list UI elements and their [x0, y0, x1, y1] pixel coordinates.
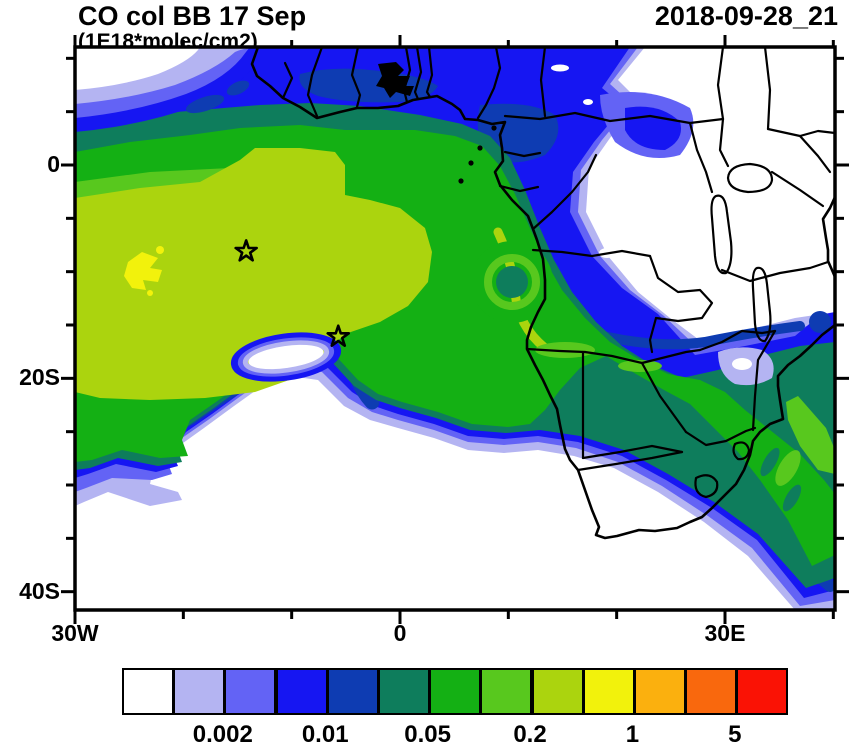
colorbar-cell: [634, 668, 686, 715]
island-dots: [458, 125, 497, 184]
y-axis-label: 20S: [19, 364, 60, 391]
colorbar-cell: [685, 668, 738, 715]
white-fleck: [583, 99, 593, 105]
colorbar-tick-label: 0.01: [301, 721, 349, 748]
axis-ticks: [61, 35, 849, 624]
colorbar-cell: [224, 668, 277, 715]
colorbar-tick-label: 0.05: [404, 721, 451, 748]
colorbar-tick-label: 0.2: [513, 721, 547, 748]
contour-streak: [782, 484, 802, 512]
nw-white-hole: [75, 47, 200, 90]
contour-max-yellow: [124, 252, 162, 290]
country-borders: [281, 47, 835, 499]
colorbar-cell: [326, 668, 379, 715]
colorbar-cell: [736, 668, 789, 715]
contour-layers: [75, 47, 835, 610]
nw-navy-patch: [226, 80, 250, 96]
white-fleck: [551, 64, 569, 72]
colorbar-tick-label: 5: [728, 721, 742, 748]
colorbar-cell: [429, 668, 482, 715]
eddy-fringe-lavender: [242, 340, 330, 374]
colorbar-cell: [378, 668, 430, 715]
y-axis-label: 0: [47, 151, 60, 177]
contour-core-0.2: [75, 148, 432, 400]
map-frame: [73, 45, 837, 612]
eddy-fringe-purple: [237, 337, 335, 377]
colorbar-tick-label: 0.002: [192, 721, 253, 748]
colorbar-cell: [582, 668, 635, 715]
colorbar-cell: [480, 668, 533, 715]
page-title: CO col BB 17 Sep: [78, 1, 307, 31]
contour-swirl-mid: [484, 254, 540, 310]
contour-streak: [535, 342, 595, 358]
contour-streak: [760, 447, 780, 477]
x-axis-label: 0: [393, 620, 407, 646]
contour-swirl-core: [496, 266, 528, 298]
colorbar-cell: [531, 668, 584, 715]
contour-arc-navy-zambezi: [575, 321, 805, 350]
contour-streak: [775, 450, 801, 486]
nw-navy-patch: [185, 94, 225, 114]
x-axis-label: 30W: [51, 620, 99, 646]
colorbar-cell: [275, 668, 328, 715]
model-timestamp: 2018-09-28_21: [654, 1, 838, 31]
eddy-fringe-blue: [230, 332, 342, 382]
colorbar-cell: [173, 668, 226, 715]
y-axis-label: 40S: [19, 577, 60, 604]
white-fleck: [732, 358, 752, 370]
contour-max-yellow-dot: [156, 246, 164, 254]
colorbar-cell: [122, 668, 174, 715]
contour-streak: [618, 360, 662, 372]
contour-max-yellow-dot: [147, 290, 153, 296]
eddy-white-core: [248, 344, 324, 370]
colorbar-tick-label: 1: [625, 721, 640, 748]
contour-band-indian-ocean: [786, 396, 835, 474]
x-axis-label: 30E: [704, 620, 746, 646]
contour-patch-navy-east: [809, 311, 831, 333]
